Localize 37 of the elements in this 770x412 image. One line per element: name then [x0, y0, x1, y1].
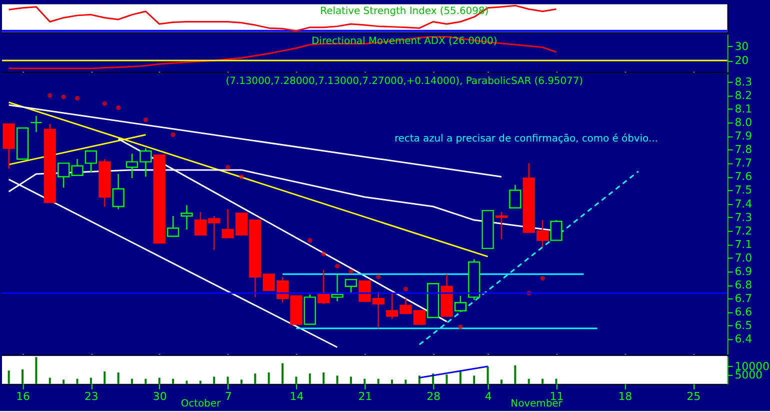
x-tick-label: 4 — [484, 390, 492, 404]
y-tick-label: 7.2 — [734, 224, 752, 238]
y-tick-label: 7.7 — [734, 156, 752, 170]
y-tick-label: 7.6 — [734, 170, 752, 184]
y-tick-label: 7.5 — [734, 184, 752, 197]
y-tick-label: 8.0 — [734, 116, 752, 130]
y-tick-label: 5000 — [734, 368, 763, 382]
y-tick-label: 20 — [734, 54, 749, 67]
x-tick-label: 23 — [84, 390, 98, 404]
y-tick-label: 8.3 — [734, 75, 752, 88]
y-tick-label: 6.4 — [734, 332, 752, 346]
y-tick-label: 8.2 — [734, 88, 752, 102]
chart-title: (7.13000,7.28000,7.13000,7.27000,+0.14000), ParabolicSAR (6.95077) — [226, 76, 584, 87]
y-tick-label: 7.1 — [734, 238, 752, 251]
x-tick-label: 25 — [686, 390, 701, 404]
y-tick-label: 6.6 — [734, 306, 752, 319]
text: October — [180, 398, 222, 410]
y-tick-label: 6.8 — [734, 278, 752, 292]
y-tick-label: 6.5 — [734, 319, 752, 332]
x-tick-label: 21 — [358, 390, 372, 404]
y-tick-label: 7.0 — [734, 251, 752, 264]
y-tick-label: 6.9 — [734, 264, 752, 278]
y-tick-label: 30 — [734, 40, 749, 53]
annotation: recta azul a precisar de confirmação, como é óbvio... — [394, 133, 658, 144]
x-tick-label: 30 — [152, 390, 167, 404]
x-tick-label: 18 — [618, 390, 632, 404]
y-tick-label: 7.8 — [734, 143, 752, 156]
x-tick-label: 7 — [224, 390, 232, 404]
x-tick-label: 28 — [426, 390, 441, 404]
y-tick-label: 8.1 — [734, 102, 752, 116]
y-tick-label: 6.7 — [734, 292, 752, 306]
text: November — [510, 398, 564, 410]
x-tick-label: 14 — [290, 390, 304, 404]
y-tick-label: 7.9 — [734, 130, 752, 143]
x-tick-label: 16 — [16, 390, 30, 404]
y-tick-label: 7.3 — [734, 210, 752, 224]
y-tick-label: 7.4 — [734, 197, 752, 210]
